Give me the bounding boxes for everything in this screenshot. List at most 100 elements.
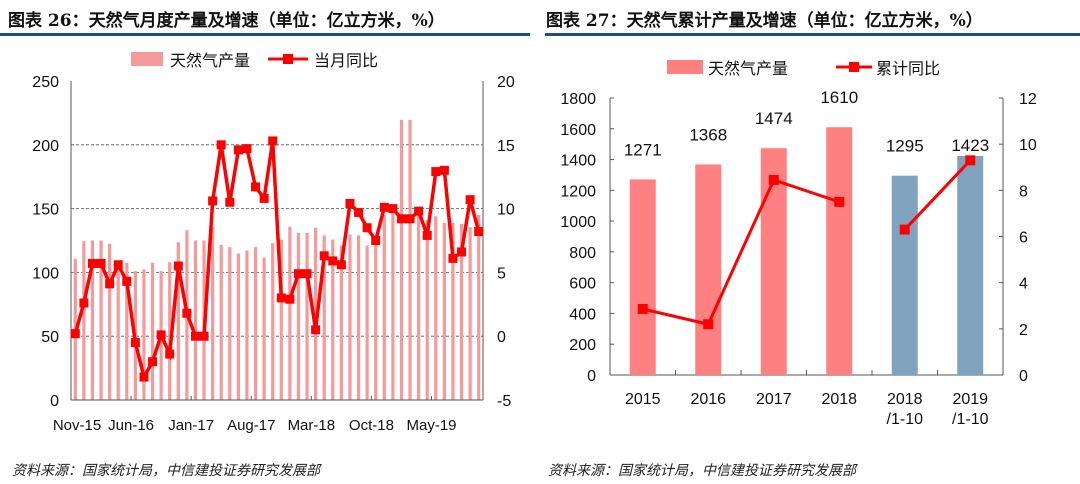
yoy-marker [371,236,381,245]
y-right-tick-label: -5 [497,393,511,410]
y-left-tick-label: 150 [32,202,59,219]
yoy-marker [474,227,484,237]
y-right-tick-label: 12 [1019,91,1037,108]
x-tick-label: 2016 [690,391,726,408]
right-chart-title: 图表 27：天然气累计产量及增速（单位：亿立方米，%） [546,11,983,31]
ytd-yoy-line-ytd [903,159,972,231]
yoy-marker [637,303,648,314]
production-bar [176,242,180,400]
production-bar [760,148,787,375]
left-chart-title: 图表 26：天然气月度产量及增速（单位：亿立方米，%） [8,11,445,31]
y-left-tick-label: 200 [32,138,59,155]
yoy-marker [328,256,338,266]
legend-swatch-production [131,52,163,66]
yoy-marker [965,155,976,166]
production-bar [477,214,481,400]
production-bar [236,253,240,400]
yoy-marker [165,349,175,359]
x-tick-label: 2017 [756,391,792,408]
x-tick-label: 2018 [821,391,857,408]
production-bar [168,262,172,400]
right-title-rule [545,33,1080,36]
production-bar [957,156,984,375]
y-right-tick-label: 6 [1019,230,1028,247]
bar-data-label: 1271 [624,140,662,159]
y-right-tick-label: 10 [497,202,515,219]
x-tick-label: Jan-17 [168,417,214,434]
y-right-tick-label: 0 [1019,368,1028,385]
production-bar [108,243,112,400]
yoy-marker [259,193,269,203]
left-source: 资料来源：国家统计局，中信建投证券研究发展部 [12,463,320,479]
production-bar [382,214,386,400]
yoy-marker [70,329,80,339]
yoy-marker [268,136,278,146]
production-bar [245,250,249,400]
yoy-marker [345,198,355,208]
y-left-tick-label: 400 [569,306,596,323]
y-left-tick-label: 50 [41,329,59,346]
y-left-tick-label: 0 [587,368,596,385]
x-tick-label: /1-10 [952,411,989,428]
y-left-tick-label: 1800 [560,91,596,108]
production-bar [305,232,309,400]
x-tick-label: 2019 [952,391,988,408]
yoy-marker [336,260,346,270]
production-bar [90,240,95,400]
bar-data-label: 1610 [820,88,858,107]
bar-data-label: 1423 [951,136,989,155]
y-left-tick-label: 0 [50,393,59,410]
yoy-marker [225,197,235,207]
production-bar [288,226,292,400]
yoy-marker [276,293,286,303]
production-bar [468,227,472,400]
yoy-marker [130,338,140,348]
production-bar [219,245,223,400]
y-right-tick-label: 20 [497,74,515,91]
production-bar [82,241,86,400]
production-bar [271,243,275,400]
legend-marker-yoy [849,62,859,72]
production-bar [365,245,369,400]
yoy-marker [105,279,115,289]
y-right-tick-label: 10 [1019,137,1037,154]
x-tick-label: 2018 [887,391,923,408]
production-bar [826,127,853,375]
production-bar [356,235,361,400]
production-bar [211,227,215,400]
production-bar [891,175,918,375]
production-bar [339,245,343,400]
yoy-marker [899,224,910,235]
yoy-marker [422,230,432,240]
production-bar [459,223,464,400]
production-bar [150,262,155,400]
production-bar [434,216,438,400]
production-bar [142,269,146,400]
production-bar [99,240,103,400]
y-left-tick-label: 600 [569,276,596,293]
production-bar [374,239,378,400]
yoy-marker [703,319,714,330]
x-tick-label: 2015 [625,391,661,408]
yoy-marker [439,165,449,175]
x-tick-label: May-19 [406,417,456,434]
y-left-tick-label: 800 [569,245,596,262]
yoy-marker [96,258,106,268]
y-left-tick-label: 1200 [560,183,596,200]
production-bar [399,119,404,400]
yoy-marker [285,294,295,304]
yoy-marker [354,207,364,217]
production-bar [442,222,446,400]
x-tick-label: Oct-18 [349,417,394,434]
production-bar [695,164,722,375]
production-bar [425,220,429,400]
bar-data-label: 1368 [689,125,727,144]
production-bar [125,262,129,400]
x-tick-label: Jun-16 [108,417,154,434]
yoy-marker [396,214,406,224]
yoy-marker [79,298,89,308]
left-title-rule [0,33,530,36]
right-source: 资料来源：国家统计局，中信建投证券研究发展部 [548,463,856,479]
yoy-marker [448,253,458,263]
production-bar [417,209,421,400]
